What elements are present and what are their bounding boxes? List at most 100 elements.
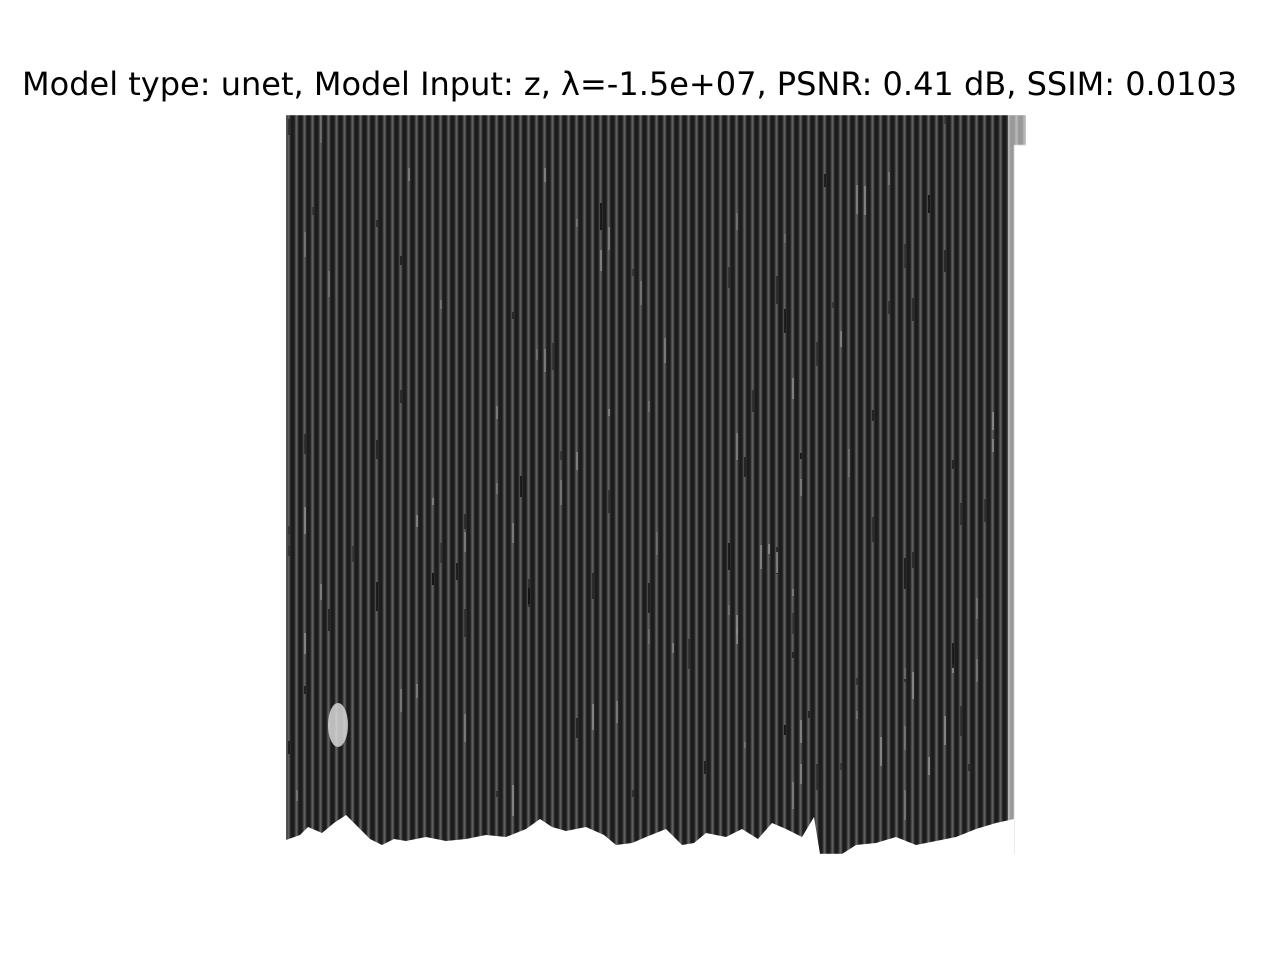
reconstruction-image [286,115,1026,854]
speckle-mark [296,790,298,801]
speckle-mark [752,390,754,412]
speckle-mark [664,338,666,363]
speckle-mark [952,460,954,469]
speckle-mark [792,613,794,634]
speckle-mark [672,643,674,653]
speckle-mark [304,507,306,534]
speckle-mark [736,628,738,634]
speckle-mark [608,490,610,513]
speckle-mark [528,588,530,604]
speckle-mark [800,479,802,496]
speckle-mark [632,790,634,797]
speckle-mark [824,174,826,187]
speckle-mark [352,546,354,562]
speckle-mark [464,532,466,552]
speckle-mark [808,711,810,718]
speckle-mark [864,186,866,215]
speckle-mark [432,498,434,505]
speckle-mark [328,271,330,297]
speckle-mark [776,552,778,573]
speckle-mark [736,433,738,460]
speckle-mark [512,785,514,816]
speckle-mark [440,543,442,563]
speckle-mark [904,668,906,679]
speckle-mark [984,499,986,522]
speckle-mark [728,605,730,615]
speckle-mark [832,302,834,308]
speckle-mark [912,552,914,568]
speckle-mark [912,298,914,321]
speckle-mark [520,476,522,497]
speckle-mark [376,582,378,611]
speckle-mark [848,449,850,477]
speckle-mark [320,116,322,143]
speckle-mark [464,609,466,637]
speckle-mark [904,726,906,750]
speckle-mark [376,440,378,459]
speckle-mark [960,706,962,736]
speckle-mark [688,639,690,669]
speckle-mark [792,782,794,809]
speckle-mark [856,711,858,719]
speckle-mark [928,757,930,775]
speckle-mark [800,720,802,743]
speckle-mark [992,439,994,452]
speckle-mark [648,401,650,412]
reconstruction-body [286,115,1026,854]
speckle-mark [656,532,658,555]
speckle-mark [728,267,730,288]
speckle-mark [616,701,618,723]
right-edge-fade [1008,115,1026,854]
speckle-mark [816,764,818,790]
speckle-mark [432,573,434,585]
speckle-mark [592,704,594,730]
speckle-mark [792,378,794,399]
speckle-mark [544,168,546,182]
speckle-mark [496,483,498,494]
speckle-mark [304,434,306,454]
speckle-mark [560,480,562,505]
speckle-mark [408,168,410,181]
speckle-mark [792,652,794,658]
speckle-mark [840,763,842,770]
speckle-mark [728,543,730,570]
speckle-mark [960,503,962,525]
figure-title: Model type: unet, Model Input: z, λ=-1.5… [22,65,1238,103]
speckle-mark [944,250,946,272]
speckle-mark [872,517,874,542]
speckle-mark [928,195,930,213]
speckle-mark [744,742,746,748]
speckle-mark [544,349,546,372]
speckle-mark [320,584,322,600]
reconstruction-stripes-graphic [286,115,1026,854]
speckle-mark [416,515,418,527]
speckle-mark [944,716,946,745]
speckle-mark [288,534,290,546]
speckle-mark [304,633,306,654]
speckle-mark [816,342,818,366]
speckle-mark [576,219,578,227]
ragged-bottom-edge [286,815,1014,854]
speckle-mark [944,115,946,124]
speckle-mark [840,331,842,347]
speckle-mark [304,232,306,257]
speckle-mark [968,764,970,771]
speckle-mark [952,643,954,668]
speckle-mark [648,583,650,613]
speckle-mark [976,598,978,619]
speckle-mark [736,213,738,230]
speckle-mark [400,390,402,403]
speckle-mark [904,790,906,820]
speckle-mark [640,281,642,305]
speckle-mark [904,244,906,268]
speckle-mark [800,764,802,784]
speckle-mark [288,119,290,135]
speckle-mark [288,741,290,754]
speckle-mark [456,563,458,580]
speckle-mark [888,172,890,185]
speckle-mark [416,684,418,698]
speckle-mark [760,545,762,569]
speckle-mark [592,573,594,599]
speckle-mark [512,312,514,319]
speckle-mark [328,609,330,631]
